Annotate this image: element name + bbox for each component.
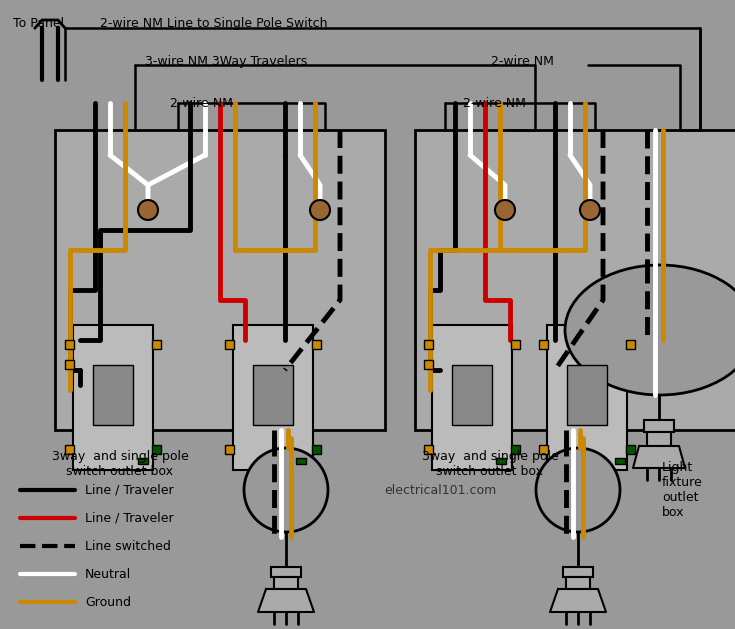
- Circle shape: [495, 200, 515, 220]
- Bar: [511, 340, 520, 349]
- Polygon shape: [633, 446, 685, 468]
- Bar: [567, 365, 607, 425]
- Bar: [233, 325, 313, 470]
- Text: Line switched: Line switched: [85, 540, 171, 552]
- Bar: [432, 325, 512, 470]
- Bar: [138, 458, 148, 464]
- Bar: [274, 577, 298, 589]
- Bar: [539, 340, 548, 349]
- Bar: [65, 360, 74, 369]
- Circle shape: [536, 448, 620, 532]
- Polygon shape: [550, 589, 606, 612]
- Ellipse shape: [565, 265, 735, 395]
- Bar: [65, 340, 74, 349]
- Bar: [496, 458, 506, 464]
- Circle shape: [310, 200, 330, 220]
- Text: electrical101.com: electrical101.com: [384, 484, 496, 496]
- Text: 2-wire NM: 2-wire NM: [491, 55, 554, 68]
- Text: 3way  and single pole
switch outlet box: 3way and single pole switch outlet box: [422, 450, 559, 478]
- Text: To Panel: To Panel: [13, 17, 64, 30]
- Circle shape: [580, 200, 600, 220]
- Bar: [296, 458, 306, 464]
- Bar: [55, 130, 385, 430]
- Text: Ground: Ground: [85, 596, 131, 608]
- Bar: [511, 445, 520, 454]
- Bar: [253, 365, 293, 425]
- Bar: [644, 420, 674, 432]
- Bar: [563, 567, 593, 577]
- Polygon shape: [258, 589, 314, 612]
- Bar: [424, 360, 433, 369]
- Bar: [225, 340, 234, 349]
- Bar: [65, 445, 74, 454]
- Bar: [152, 445, 161, 454]
- Bar: [566, 577, 590, 589]
- Bar: [615, 458, 625, 464]
- Text: Line / Traveler: Line / Traveler: [85, 484, 173, 496]
- Text: 2-wire NM Line to Single Pole Switch: 2-wire NM Line to Single Pole Switch: [100, 17, 328, 30]
- Text: 3way  and single pole
switch outlet box: 3way and single pole switch outlet box: [51, 450, 188, 478]
- Text: 2-wire NM: 2-wire NM: [170, 97, 233, 110]
- Bar: [73, 325, 153, 470]
- Bar: [312, 340, 321, 349]
- Bar: [424, 340, 433, 349]
- Bar: [547, 325, 627, 470]
- Text: Neutral: Neutral: [85, 567, 132, 581]
- Bar: [626, 340, 635, 349]
- Text: Line / Traveler: Line / Traveler: [85, 511, 173, 525]
- Bar: [647, 432, 671, 446]
- Bar: [626, 445, 635, 454]
- Bar: [312, 445, 321, 454]
- Bar: [424, 445, 433, 454]
- Bar: [225, 445, 234, 454]
- Bar: [271, 567, 301, 577]
- Bar: [93, 365, 133, 425]
- Circle shape: [138, 200, 158, 220]
- Text: 3-wire NM 3Way Travelers: 3-wire NM 3Way Travelers: [145, 55, 307, 68]
- Bar: [539, 445, 548, 454]
- Circle shape: [244, 448, 328, 532]
- Bar: [415, 130, 735, 430]
- Bar: [152, 340, 161, 349]
- Bar: [452, 365, 492, 425]
- Text: 2-wire NM: 2-wire NM: [463, 97, 526, 110]
- Text: Light
fixture
outlet
box: Light fixture outlet box: [662, 461, 703, 519]
